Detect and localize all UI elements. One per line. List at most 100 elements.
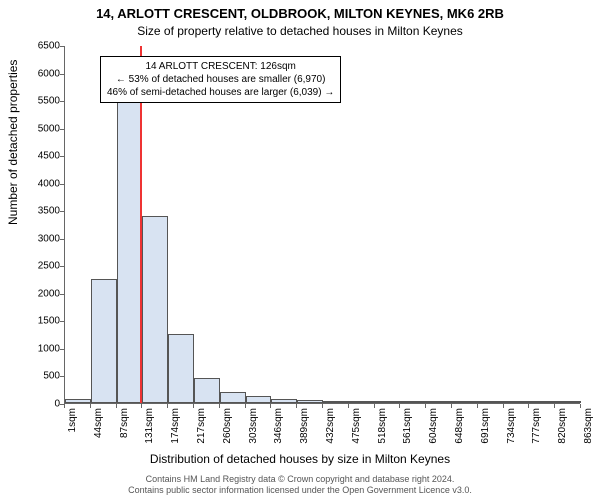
histogram-bar (142, 216, 168, 403)
x-tick-mark (296, 404, 297, 408)
x-tick-mark (64, 404, 65, 408)
annotation-box: 14 ARLOTT CRESCENT: 126sqm ← 53% of deta… (100, 56, 341, 103)
y-tick-label: 5000 (20, 123, 60, 134)
histogram-bar (65, 399, 91, 403)
histogram-bar (297, 400, 323, 403)
x-tick-label: 820sqm (557, 408, 568, 444)
y-tick-mark (60, 46, 64, 47)
y-tick-mark (60, 211, 64, 212)
y-tick-mark (60, 349, 64, 350)
x-tick-label: 648sqm (454, 408, 465, 444)
x-tick-mark (503, 404, 504, 408)
histogram-bar (168, 334, 194, 403)
histogram-bar (91, 279, 117, 403)
y-axis-label: Number of detached properties (6, 60, 20, 225)
histogram-bar (220, 392, 246, 403)
histogram-bar (271, 399, 297, 403)
x-tick-mark (322, 404, 323, 408)
histogram-bar (529, 401, 555, 403)
x-tick-label: 691sqm (480, 408, 491, 444)
x-tick-label: 174sqm (170, 408, 181, 444)
x-tick-label: 432sqm (325, 408, 336, 444)
histogram-bar (400, 401, 426, 403)
annotation-line2: ← 53% of detached houses are smaller (6,… (107, 73, 334, 86)
x-tick-label: 87sqm (119, 408, 130, 438)
x-tick-mark (141, 404, 142, 408)
x-tick-label: 777sqm (531, 408, 542, 444)
y-tick-mark (60, 294, 64, 295)
x-tick-label: 1sqm (67, 408, 78, 432)
chart-title-sub: Size of property relative to detached ho… (0, 24, 600, 38)
x-tick-label: 518sqm (377, 408, 388, 444)
x-tick-mark (580, 404, 581, 408)
footer: Contains HM Land Registry data © Crown c… (0, 474, 600, 496)
histogram-bar (117, 95, 143, 403)
footer-line1: Contains HM Land Registry data © Crown c… (0, 474, 600, 485)
histogram-bar (194, 378, 220, 403)
y-tick-label: 4000 (20, 178, 60, 189)
y-tick-label: 2000 (20, 288, 60, 299)
histogram-bar (426, 401, 452, 403)
x-tick-label: 346sqm (273, 408, 284, 444)
x-tick-label: 44sqm (93, 408, 104, 438)
x-tick-mark (245, 404, 246, 408)
y-tick-mark (60, 74, 64, 75)
annotation-line1: 14 ARLOTT CRESCENT: 126sqm (107, 60, 334, 73)
y-tick-label: 6500 (20, 41, 60, 52)
y-tick-mark (60, 376, 64, 377)
histogram-bar (478, 401, 504, 403)
histogram-bar (246, 396, 272, 403)
y-tick-label: 6000 (20, 68, 60, 79)
x-tick-mark (399, 404, 400, 408)
y-tick-mark (60, 266, 64, 267)
x-tick-label: 389sqm (299, 408, 310, 444)
x-tick-mark (374, 404, 375, 408)
histogram-bar (555, 401, 581, 403)
y-tick-mark (60, 184, 64, 185)
histogram-bar (323, 401, 349, 403)
y-tick-label: 1000 (20, 343, 60, 354)
x-tick-label: 561sqm (402, 408, 413, 444)
x-tick-mark (425, 404, 426, 408)
y-tick-label: 1500 (20, 316, 60, 327)
x-tick-mark (348, 404, 349, 408)
x-tick-label: 217sqm (196, 408, 207, 444)
x-tick-label: 131sqm (144, 408, 155, 444)
x-tick-mark (167, 404, 168, 408)
y-tick-mark (60, 156, 64, 157)
histogram-bar (504, 401, 530, 403)
chart-container: 14, ARLOTT CRESCENT, OLDBROOK, MILTON KE… (0, 0, 600, 500)
y-tick-label: 0 (20, 399, 60, 410)
y-tick-mark (60, 239, 64, 240)
x-tick-label: 863sqm (583, 408, 594, 444)
x-tick-mark (116, 404, 117, 408)
histogram-bar (375, 401, 401, 403)
histogram-bar (452, 401, 478, 403)
x-tick-mark (219, 404, 220, 408)
x-tick-label: 604sqm (428, 408, 439, 444)
annotation-line3: 46% of semi-detached houses are larger (… (107, 86, 334, 99)
x-tick-mark (477, 404, 478, 408)
histogram-bar (349, 401, 375, 403)
x-axis-label: Distribution of detached houses by size … (0, 452, 600, 466)
y-tick-label: 500 (20, 371, 60, 382)
x-tick-label: 303sqm (248, 408, 259, 444)
x-tick-label: 475sqm (351, 408, 362, 444)
x-tick-label: 734sqm (506, 408, 517, 444)
y-tick-mark (60, 129, 64, 130)
x-tick-mark (193, 404, 194, 408)
y-tick-label: 5500 (20, 96, 60, 107)
y-tick-mark (60, 101, 64, 102)
x-tick-mark (451, 404, 452, 408)
x-tick-mark (90, 404, 91, 408)
y-tick-label: 3500 (20, 206, 60, 217)
y-tick-mark (60, 321, 64, 322)
x-tick-label: 260sqm (222, 408, 233, 444)
chart-title-main: 14, ARLOTT CRESCENT, OLDBROOK, MILTON KE… (0, 6, 600, 21)
x-tick-mark (554, 404, 555, 408)
y-tick-label: 2500 (20, 261, 60, 272)
x-tick-mark (528, 404, 529, 408)
footer-line2: Contains public sector information licen… (0, 485, 600, 496)
x-tick-mark (270, 404, 271, 408)
y-tick-label: 4500 (20, 151, 60, 162)
